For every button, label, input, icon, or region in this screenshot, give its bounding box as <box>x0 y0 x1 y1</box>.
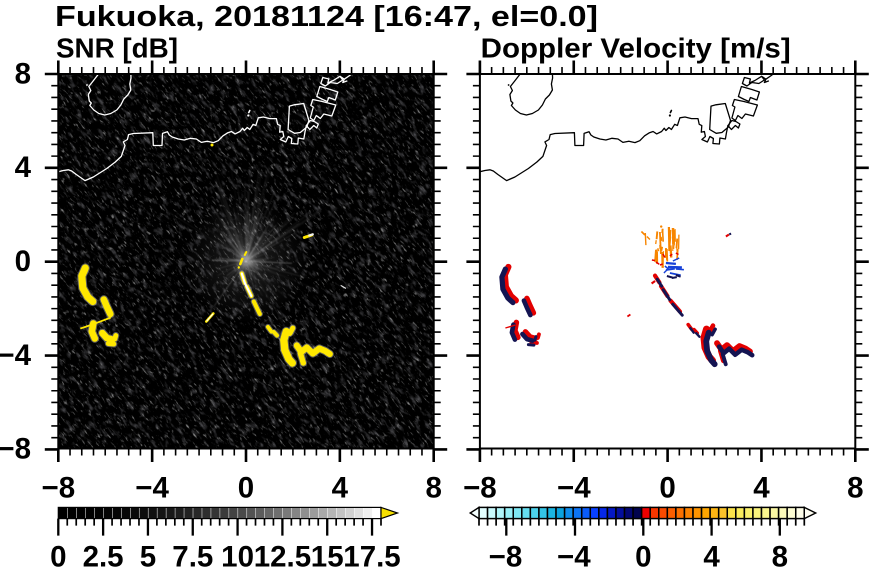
svg-text:4: 4 <box>703 541 720 571</box>
svg-text:15: 15 <box>311 541 344 571</box>
svg-text:−4: −4 <box>557 541 591 571</box>
svg-text:5: 5 <box>140 541 156 571</box>
svg-text:8: 8 <box>847 472 863 505</box>
svg-text:4: 4 <box>753 472 770 505</box>
svg-text:−8: −8 <box>489 541 523 571</box>
svg-text:8: 8 <box>772 541 788 571</box>
svg-text:−8: −8 <box>41 472 75 505</box>
svg-text:−4: −4 <box>557 472 591 505</box>
svg-text:2.5: 2.5 <box>83 541 124 571</box>
svg-text:8: 8 <box>15 57 31 90</box>
svg-text:0: 0 <box>635 541 651 571</box>
svg-text:−8: −8 <box>463 472 497 505</box>
svg-text:8: 8 <box>425 472 441 505</box>
svg-text:−4: −4 <box>135 472 169 505</box>
svg-text:SNR [dB]: SNR [dB] <box>56 33 178 64</box>
svg-text:0: 0 <box>659 472 675 505</box>
svg-text:0: 0 <box>238 472 254 505</box>
svg-text:4: 4 <box>332 472 349 505</box>
svg-text:17.5: 17.5 <box>343 541 400 571</box>
svg-text:−8: −8 <box>0 433 31 466</box>
svg-text:12.5: 12.5 <box>254 541 311 571</box>
svg-text:7.5: 7.5 <box>172 541 213 571</box>
svg-text:0: 0 <box>15 245 31 278</box>
svg-text:10: 10 <box>221 541 254 571</box>
svg-text:4: 4 <box>15 151 32 184</box>
svg-text:Fukuoka, 20181124 [16:47, el=0: Fukuoka, 20181124 [16:47, el=0.0] <box>55 1 598 33</box>
svg-text:Doppler Velocity [m/s]: Doppler Velocity [m/s] <box>481 33 791 64</box>
svg-text:−4: −4 <box>0 339 32 372</box>
svg-text:0: 0 <box>50 541 66 571</box>
